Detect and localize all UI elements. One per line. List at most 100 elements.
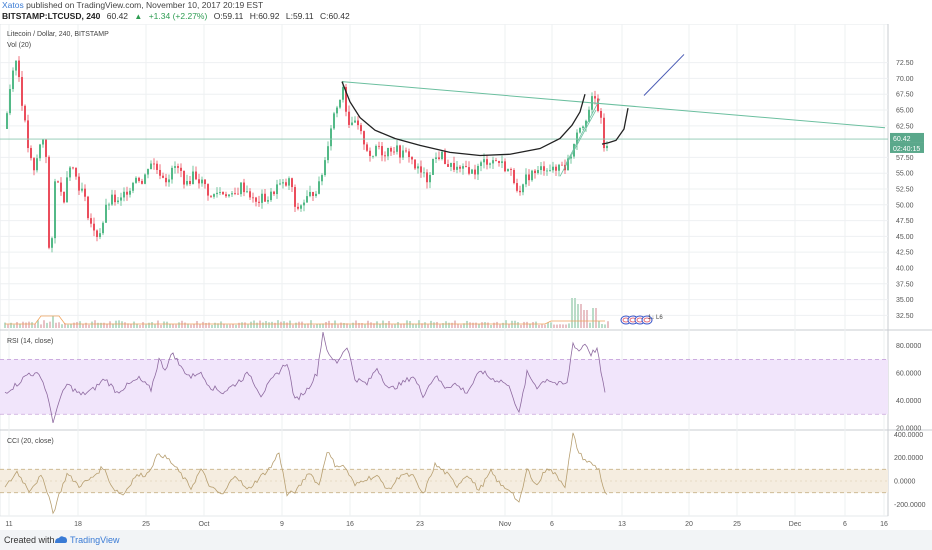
volume-bar <box>88 324 90 328</box>
volume-bar <box>478 323 480 328</box>
price-tick-label: 65.00 <box>896 108 914 115</box>
candle-body <box>279 183 281 185</box>
candle-body <box>30 148 32 159</box>
candle-body <box>468 167 470 174</box>
candle-body <box>12 70 14 90</box>
volume-bar <box>394 324 396 328</box>
candle-body <box>219 192 221 193</box>
candle-body <box>87 196 89 219</box>
candle-body <box>9 89 11 114</box>
volume-bar <box>592 308 594 328</box>
published-text: published on TradingView.com, November 1… <box>26 0 264 10</box>
volume-bar <box>328 320 330 328</box>
volume-bar <box>82 324 84 328</box>
candle-body <box>180 167 182 171</box>
volume-bar <box>352 322 354 328</box>
candle-body <box>222 192 224 195</box>
volume-bar <box>568 323 570 328</box>
tradingview-brand[interactable]: TradingView <box>70 535 120 545</box>
volume-bar <box>205 322 207 328</box>
event-badge-icon <box>641 315 653 325</box>
volume-bar <box>28 321 30 328</box>
volume-bar <box>370 322 372 328</box>
candle-body <box>189 181 191 184</box>
volume-bar <box>325 322 327 328</box>
candle-body <box>540 166 542 170</box>
volume-bar <box>223 323 225 328</box>
resistance-trendline <box>341 81 886 129</box>
candle-body <box>495 160 497 161</box>
volume-bar <box>76 321 78 328</box>
candle-body <box>174 166 176 168</box>
volume-bar <box>4 322 6 328</box>
x-tick-label: Nov <box>499 521 512 528</box>
volume-bar <box>112 323 114 328</box>
volume-bar <box>217 323 219 328</box>
volume-bar <box>535 321 537 328</box>
countdown-tag-label: 02:40:15 <box>893 146 920 153</box>
candle-body <box>213 194 215 197</box>
volume-bar <box>220 321 222 328</box>
rsi-line <box>4 331 606 424</box>
volume-bar <box>460 324 462 328</box>
candle-body <box>249 191 251 198</box>
candle-body <box>588 109 590 121</box>
volume-bar <box>148 322 150 328</box>
price-tick-label: 55.00 <box>896 171 914 178</box>
volume-bar <box>304 323 306 328</box>
candle-body <box>450 162 452 167</box>
cci-tick-label: -200.0000 <box>894 502 926 509</box>
volume-bar <box>268 322 270 328</box>
countdown-tag <box>890 142 924 153</box>
candle-body <box>225 194 227 197</box>
candle-body <box>96 230 98 238</box>
volume-bar <box>484 322 486 328</box>
candle-body <box>120 197 122 201</box>
candle-body <box>354 120 356 123</box>
volume-bar <box>430 320 432 328</box>
candle-body <box>519 190 521 193</box>
volume-bar <box>442 323 444 328</box>
volume-bar <box>106 323 108 328</box>
event-badge-label: 1↓ L6 <box>648 315 663 321</box>
volume-bar <box>25 322 27 328</box>
volume-bar <box>571 298 573 328</box>
candle-body <box>150 163 152 170</box>
cci-tick-label: 200.0000 <box>894 455 923 462</box>
candle-body <box>393 151 395 153</box>
volume-bar <box>424 322 426 328</box>
candle-body <box>69 167 71 178</box>
candle-body <box>594 96 596 99</box>
candle-body <box>63 191 65 203</box>
candle-body <box>93 223 95 231</box>
volume-bar <box>376 321 378 328</box>
candle-body <box>315 193 317 196</box>
close-value: C:60.42 <box>319 11 350 21</box>
candle-body <box>72 167 74 169</box>
volume-bar <box>598 321 600 328</box>
volume-bar <box>451 322 453 328</box>
candle-body <box>561 164 563 166</box>
candle-body <box>195 171 197 180</box>
x-tick-label: Oct <box>199 521 210 528</box>
candle-body <box>183 170 185 185</box>
x-tick-label: 25 <box>733 521 741 528</box>
candle-body <box>243 182 245 193</box>
volume-bar <box>319 323 321 328</box>
author-link[interactable]: Xatos <box>2 0 24 10</box>
candle-body <box>387 147 389 157</box>
volume-bar <box>64 323 66 328</box>
candle-body <box>486 159 488 165</box>
volume-bar <box>559 324 561 328</box>
candle-body <box>216 192 218 195</box>
candle-body <box>252 197 254 199</box>
cci-pane-title: CCI (20, close) <box>7 438 54 445</box>
candle-body <box>462 166 464 169</box>
volume-bar <box>58 322 60 328</box>
published-line: Xatos published on TradingView.com, Nove… <box>2 0 263 10</box>
volume-bar <box>340 322 342 328</box>
volume-label: Vol (20) <box>7 42 31 49</box>
volume-bar <box>499 324 501 328</box>
chart-area[interactable]: 11 18 25 Oct 9 16 23 Nov 6 13 20 25 Dec 6 16 72.50 70.00… <box>0 24 932 529</box>
candle-body <box>570 156 572 159</box>
